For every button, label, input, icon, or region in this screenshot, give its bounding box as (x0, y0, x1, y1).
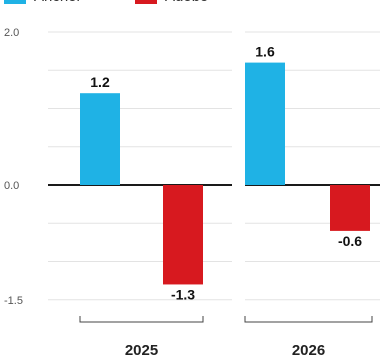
bar-anchor-2026 (245, 62, 285, 185)
y-tick-label: 0.0 (4, 180, 19, 192)
bar-adobo-2026 (330, 185, 370, 231)
category-bracket (244, 316, 373, 323)
data-label-adobo-2026: -0.6 (338, 233, 362, 249)
data-label-anchor-2025: 1.2 (90, 74, 110, 90)
y-axis: 2.0 0.0 -1.5 (4, 27, 23, 307)
legend: Anchor Adobo (4, 0, 208, 5)
bar-adobo-2025 (163, 185, 203, 285)
y-tick-label: 2.0 (4, 27, 19, 39)
x-axis: 2025 2026 (79, 316, 373, 359)
category-label-2025: 2025 (125, 342, 158, 359)
data-label-anchor-2026: 1.6 (255, 44, 275, 60)
data-labels: 1.2 -1.3 1.6 -0.6 (90, 44, 362, 303)
category-bracket (79, 316, 204, 323)
bar-anchor-2025 (80, 93, 120, 185)
category-label-2026: 2026 (292, 342, 325, 359)
data-label-adobo-2025: -1.3 (171, 286, 195, 302)
legend-swatch-anchor (4, 0, 26, 4)
bars (80, 62, 370, 285)
y-tick-label: -1.5 (4, 295, 23, 307)
legend-swatch-adobo (135, 0, 157, 4)
legend-label-anchor: Anchor (34, 0, 82, 5)
legend-label-adobo: Adobo (165, 0, 208, 5)
